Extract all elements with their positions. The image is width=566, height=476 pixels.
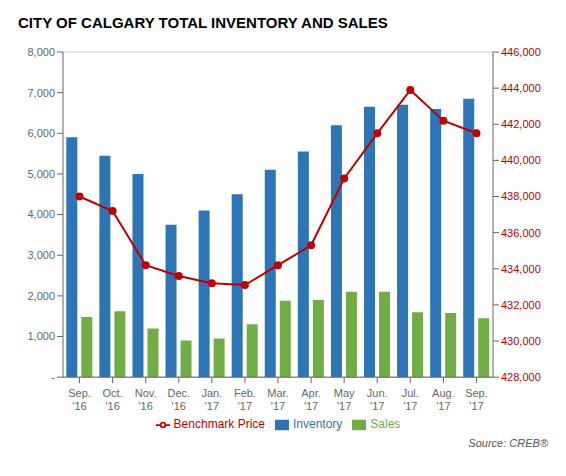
html-text:Source: CREB®: Source: CREB®: [468, 437, 548, 449]
svg-text:Nov.'16: Nov.'16: [135, 387, 157, 412]
svg-text:Jun.'17: Jun.'17: [367, 387, 388, 412]
svg-text:7,000: 7,000: [27, 87, 55, 99]
svg-text:May'17: May'17: [334, 387, 355, 412]
svg-text:436,000: 436,000: [501, 227, 541, 239]
svg-text:Jul.'17: Jul.'17: [402, 387, 419, 412]
svg-text:430,000: 430,000: [501, 335, 541, 347]
svg-text:2,000: 2,000: [27, 290, 55, 302]
html-text:Benchmark Price: Benchmark Price: [173, 417, 265, 432]
html-text:CITY OF CALGARY TOTAL INVENTOR: CITY OF CALGARY TOTAL INVENTORY AND SALE…: [18, 14, 388, 31]
html-text:Inventory: Inventory: [293, 417, 343, 432]
svg-text:438,000: 438,000: [501, 190, 541, 202]
svg-text:444,000: 444,000: [501, 82, 541, 94]
svg-text:Mar.'17: Mar.'17: [267, 387, 288, 412]
svg-text:442,000: 442,000: [501, 118, 541, 130]
svg-text:446,000: 446,000: [501, 46, 541, 58]
svg-text:8,000: 8,000: [27, 46, 55, 58]
svg-text:Feb.'17: Feb.'17: [234, 387, 256, 412]
svg-text:Oct.'16: Oct.'16: [103, 387, 123, 412]
svg-text:Dec.'16: Dec.'16: [167, 387, 190, 412]
svg-text:-: -: [51, 371, 55, 383]
svg-text:Jan.'17: Jan.'17: [201, 387, 222, 412]
svg-text:5,000: 5,000: [27, 168, 55, 180]
svg-text:434,000: 434,000: [501, 263, 541, 275]
svg-text:Sep.'16: Sep.'16: [68, 387, 91, 412]
html-text:Sales: Sales: [370, 417, 401, 432]
svg-text:1,000: 1,000: [27, 330, 55, 342]
svg-text:Apr.'17: Apr.'17: [301, 387, 321, 412]
svg-text:Sep.'17: Sep.'17: [465, 387, 488, 412]
svg-text:432,000: 432,000: [501, 299, 541, 311]
svg-text:440,000: 440,000: [501, 154, 541, 166]
svg-text:Aug.'17: Aug.'17: [432, 387, 455, 412]
svg-text:6,000: 6,000: [27, 127, 55, 139]
svg-text:3,000: 3,000: [27, 249, 55, 261]
svg-text:4,000: 4,000: [27, 208, 55, 220]
svg-text:428,000: 428,000: [501, 371, 541, 383]
